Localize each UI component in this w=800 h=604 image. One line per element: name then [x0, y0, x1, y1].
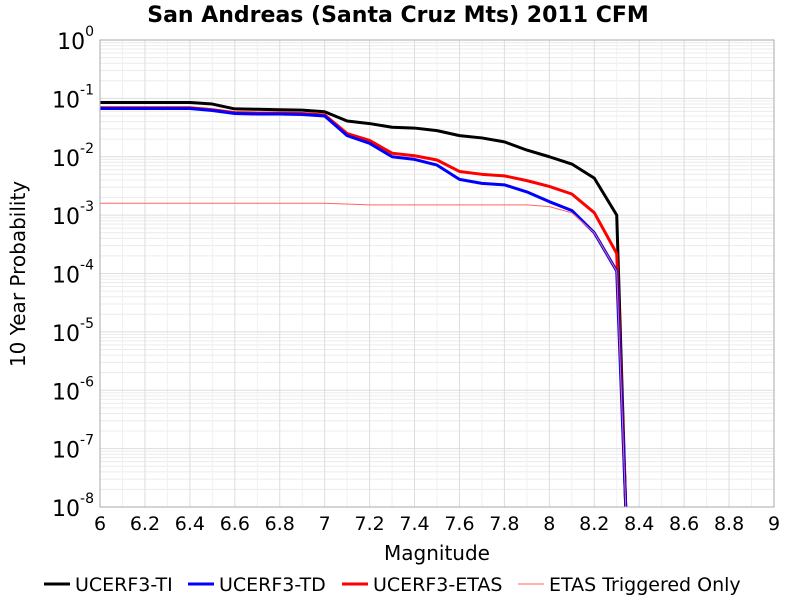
y-tick-label: 100: [57, 24, 94, 55]
chart-title: San Andreas (Santa Cruz Mts) 2011 CFM: [147, 3, 649, 28]
x-axis-label: Magnitude: [384, 541, 490, 565]
series-line-ucerf3-td: [100, 107, 628, 508]
y-axis-ticks: 100 10-1 10-2 10-3 10-4 10-5 10-6 10-7 10-8: [52, 24, 94, 522]
x-tick-label: 8: [543, 513, 555, 535]
y-axis-label: 10 Year Probability: [6, 181, 30, 367]
x-tick-label: 6.6: [220, 513, 250, 535]
x-tick-label: 6.2: [130, 513, 160, 535]
x-tick-label: 8.2: [579, 513, 609, 535]
x-tick-label: 7.4: [399, 513, 429, 535]
series-layer: [100, 101, 628, 508]
y-tick-label: 10-4: [52, 258, 94, 289]
legend-label-etas-triggered-only: ETAS Triggered Only: [549, 574, 741, 596]
x-tick-label: 7.2: [354, 513, 384, 535]
plot-border: [99, 39, 775, 508]
x-tick-label: 6.8: [265, 513, 295, 535]
legend-label-ucerf3-td: UCERF3-TD: [219, 574, 326, 596]
x-tick-label: 8.4: [624, 513, 654, 535]
series-line-ucerf3-ti: [100, 101, 628, 508]
x-tick-label: 7: [319, 513, 331, 535]
y-tick-label: 10-8: [52, 491, 94, 522]
series-line-etas-triggered-only: [100, 202, 627, 508]
y-tick-label: 10-6: [52, 374, 94, 405]
y-tick-label: 10-3: [52, 199, 94, 230]
x-tick-label: 8.6: [669, 513, 699, 535]
x-axis-ticks: 6 6.2 6.4 6.6 6.8 7 7.2 7.4 7.6 7.8 8 8.2 8.4 8.6 8.8 9: [94, 513, 780, 535]
legend-label-ucerf3-etas: UCERF3-ETAS: [373, 574, 502, 596]
x-tick-label: 6: [94, 513, 106, 535]
x-tick-label: 8.8: [714, 513, 744, 535]
x-tick-label: 7.6: [444, 513, 474, 535]
x-tick-label: 9: [768, 513, 780, 535]
y-tick-label: 10-7: [52, 433, 94, 464]
y-tick-label: 10-2: [52, 141, 94, 172]
legend: UCERF3-TI UCERF3-TD UCERF3-ETAS ETAS Trigge…: [44, 574, 741, 596]
x-tick-label: 7.8: [489, 513, 519, 535]
legend-label-ucerf3-ti: UCERF3-TI: [75, 574, 173, 596]
y-tick-label: 10-1: [52, 82, 94, 113]
y-tick-label: 10-5: [52, 316, 94, 347]
x-tick-label: 6.4: [175, 513, 205, 535]
